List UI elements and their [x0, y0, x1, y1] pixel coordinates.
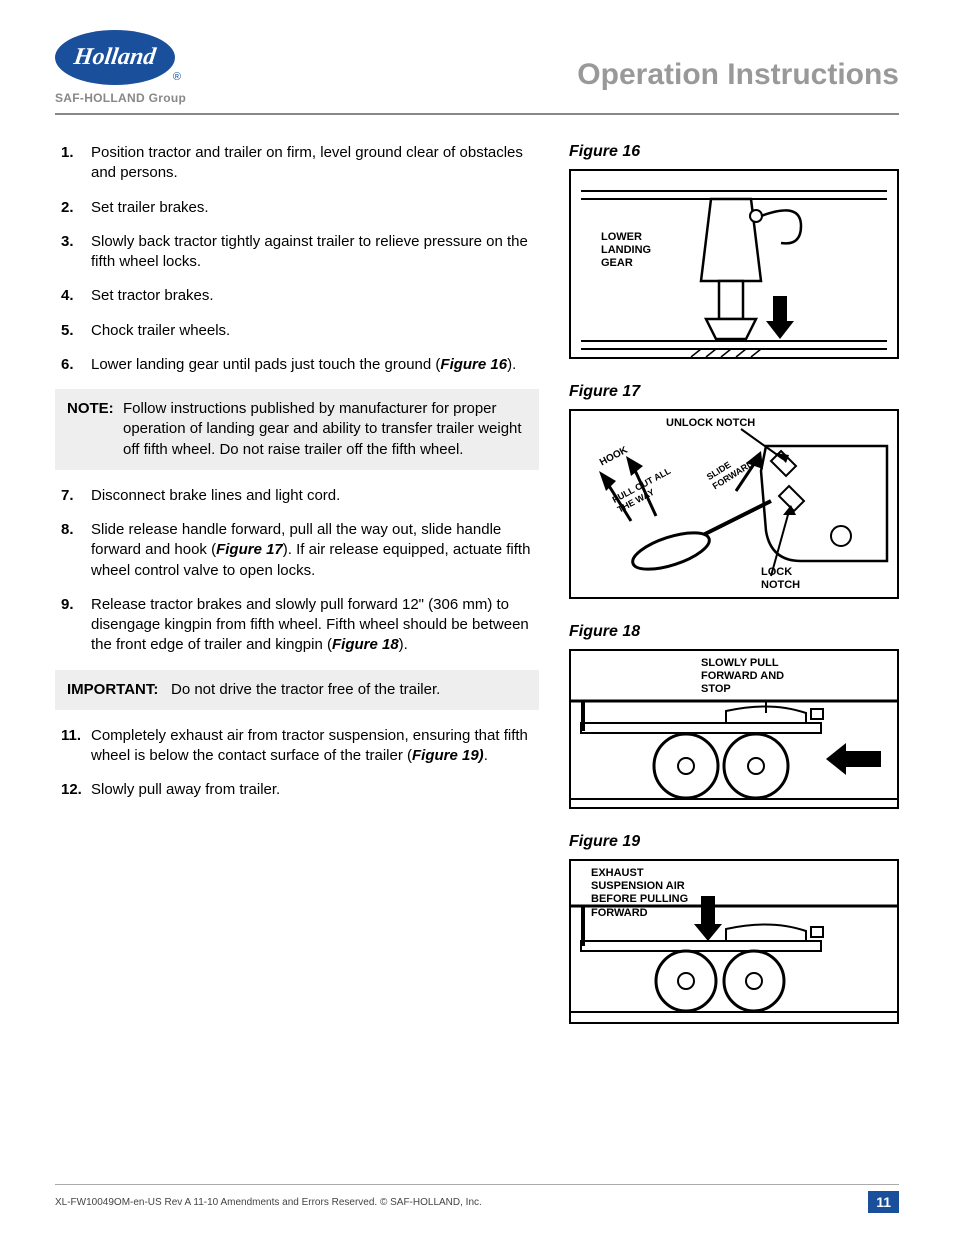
figure-19-label: EXHAUST SUSPENSION AIR BEFORE PULLING FO… [591, 867, 691, 920]
figure-ref: Figure 16 [440, 356, 507, 373]
figure-16-diagram: LOWER LANDING GEAR [569, 169, 899, 359]
note-label: NOTE: [67, 399, 123, 460]
brand-logo: Holland ® [55, 30, 175, 85]
note-text: Follow instructions published by manufac… [123, 399, 527, 460]
figure-ref: Figure 17 [216, 541, 283, 558]
page-header: Holland ® SAF-HOLLAND Group Operation In… [55, 30, 899, 115]
important-label: IMPORTANT: [67, 680, 171, 700]
step-3: 3.Slowly back tractor tightly against tr… [55, 232, 539, 273]
step-11: 11.Completely exhaust air from tractor s… [55, 726, 539, 767]
brand-name: Holland [72, 44, 157, 71]
important-box: IMPORTANT: Do not drive the tractor free… [55, 670, 539, 710]
figures-column: Figure 16 [569, 143, 899, 1048]
figure-19: Figure 19 [569, 833, 899, 1024]
group-name: SAF-HOLLAND Group [55, 91, 186, 105]
step-1: 1.Position tractor and trailer on firm, … [55, 143, 539, 184]
figure-18-label: SLOWLY PULL FORWARD AND STOP [701, 657, 811, 697]
step-4: 4.Set tractor brakes. [55, 286, 539, 306]
figure-17-diagram: UNLOCK NOTCH HOOK PULL OUT ALL THE WAY S… [569, 409, 899, 599]
step-5: 5.Chock trailer wheels. [55, 321, 539, 341]
figure-16-label: LOWER LANDING GEAR [601, 231, 671, 271]
figure-17-lock-label: LOCK NOTCH [761, 566, 821, 592]
figure-title: Figure 16 [569, 143, 899, 161]
logo-block: Holland ® SAF-HOLLAND Group [55, 30, 186, 105]
figure-17-unlock-label: UNLOCK NOTCH [666, 417, 755, 430]
footer-text: XL-FW10049OM-en-US Rev A 11-10 Amendment… [55, 1197, 482, 1208]
figure-ref: Figure 18 [332, 636, 399, 653]
registered-icon: ® [173, 71, 181, 83]
page-title: Operation Instructions [577, 58, 899, 92]
figure-17: Figure 17 [569, 383, 899, 599]
step-2: 2.Set trailer brakes. [55, 198, 539, 218]
page-number: 11 [868, 1191, 899, 1213]
step-12: 12.Slowly pull away from trailer. [55, 780, 539, 800]
figure-title: Figure 18 [569, 623, 899, 641]
step-6: 6.Lower landing gear until pads just tou… [55, 355, 539, 375]
instructions-column: 1.Position tractor and trailer on firm, … [55, 143, 539, 1048]
important-text: Do not drive the tractor free of the tra… [171, 680, 527, 700]
figure-title: Figure 19 [569, 833, 899, 851]
figure-title: Figure 17 [569, 383, 899, 401]
figure-18-diagram: SLOWLY PULL FORWARD AND STOP [569, 649, 899, 809]
step-8: 8.Slide release handle forward, pull all… [55, 520, 539, 581]
note-box: NOTE: Follow instructions published by m… [55, 389, 539, 470]
step-7: 7.Disconnect brake lines and light cord. [55, 486, 539, 506]
figure-ref: Figure 19) [412, 747, 484, 764]
step-9: 9.Release tractor brakes and slowly pull… [55, 595, 539, 656]
figure-18: Figure 18 [569, 623, 899, 809]
figure-16: Figure 16 [569, 143, 899, 359]
page-footer: XL-FW10049OM-en-US Rev A 11-10 Amendment… [55, 1184, 899, 1213]
figure-19-diagram: EXHAUST SUSPENSION AIR BEFORE PULLING FO… [569, 859, 899, 1024]
